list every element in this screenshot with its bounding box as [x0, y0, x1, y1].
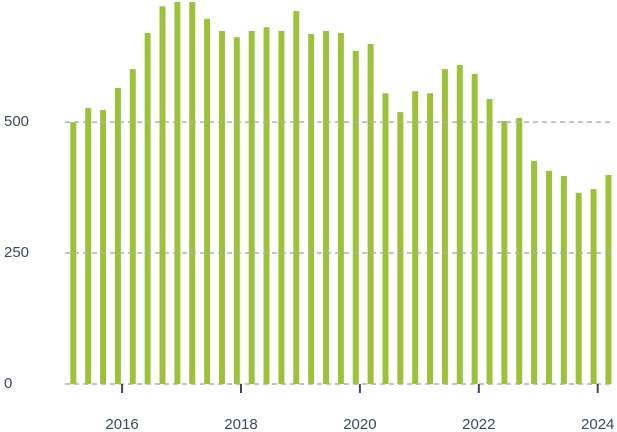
bar	[456, 64, 463, 384]
bar	[590, 189, 597, 384]
bar	[100, 110, 107, 384]
y-tick-label: 250	[4, 244, 29, 261]
bar	[605, 174, 612, 384]
bar	[412, 91, 419, 384]
bar	[486, 99, 493, 385]
bar	[427, 93, 434, 384]
bar	[248, 30, 255, 384]
bar	[308, 34, 315, 384]
bar	[263, 27, 270, 384]
y-tick-label: 500	[4, 113, 29, 130]
bar	[233, 37, 240, 384]
bar	[129, 69, 136, 385]
bar	[367, 44, 374, 384]
bar	[70, 122, 77, 385]
bar	[144, 33, 151, 385]
bar	[218, 30, 225, 384]
bar	[382, 93, 389, 384]
bar	[516, 117, 523, 384]
bar	[441, 69, 448, 385]
bar	[114, 88, 121, 384]
bar	[471, 73, 478, 384]
bar	[85, 107, 92, 384]
bar	[397, 112, 404, 385]
bar	[337, 33, 344, 385]
bar	[545, 170, 552, 384]
x-tick-label: 2022	[462, 416, 495, 432]
bar	[531, 160, 538, 384]
bar	[293, 11, 300, 384]
bar	[204, 18, 211, 384]
bar	[575, 192, 582, 384]
bar	[323, 30, 330, 384]
x-tick-label: 2018	[224, 416, 257, 432]
bar	[352, 50, 359, 384]
bar	[159, 6, 166, 384]
bar	[189, 2, 196, 385]
bar	[174, 2, 181, 385]
x-tick-label: 2020	[343, 416, 376, 432]
x-tick-label: 2024	[581, 416, 614, 432]
bar	[278, 30, 285, 384]
y-tick-label: 0	[4, 375, 12, 392]
bar	[501, 121, 508, 384]
x-tick-label: 2016	[105, 416, 138, 432]
bar	[560, 176, 567, 384]
